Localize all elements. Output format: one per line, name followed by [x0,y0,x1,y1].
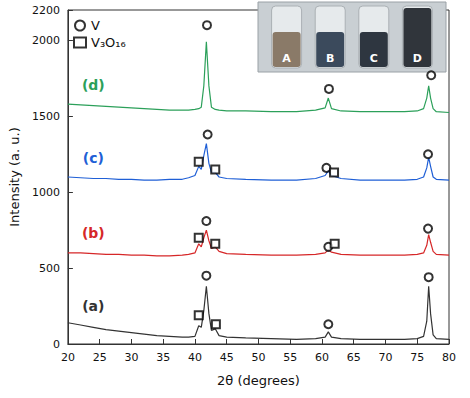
svg-text:35: 35 [156,351,170,364]
svg-text:2θ (degrees): 2θ (degrees) [217,373,300,388]
svg-text:30: 30 [124,351,138,364]
svg-text:V₃O₁₆: V₃O₁₆ [91,35,126,50]
svg-text:C: C [370,52,378,65]
svg-text:20: 20 [61,351,75,364]
svg-text:V: V [91,18,100,33]
svg-text:70: 70 [378,351,392,364]
svg-text:(b): (b) [82,225,105,241]
svg-text:1000: 1000 [32,186,60,199]
svg-text:65: 65 [347,351,361,364]
svg-text:D: D [413,52,422,65]
svg-text:2000: 2000 [32,34,60,47]
svg-text:2200: 2200 [32,4,60,17]
svg-text:80: 80 [442,351,456,364]
svg-text:500: 500 [39,262,60,275]
svg-text:(d): (d) [82,77,105,93]
svg-text:(a): (a) [82,298,104,314]
svg-text:Intensity (a. u.): Intensity (a. u.) [7,127,22,226]
svg-text:B: B [326,52,334,65]
svg-text:1500: 1500 [32,110,60,123]
svg-text:A: A [282,52,291,65]
svg-text:0: 0 [53,338,60,351]
svg-text:50: 50 [251,351,265,364]
svg-text:25: 25 [93,351,107,364]
svg-text:40: 40 [188,351,202,364]
svg-text:45: 45 [220,351,234,364]
svg-text:75: 75 [410,351,424,364]
svg-text:(c): (c) [83,150,104,166]
svg-text:55: 55 [283,351,297,364]
svg-text:60: 60 [315,351,329,364]
